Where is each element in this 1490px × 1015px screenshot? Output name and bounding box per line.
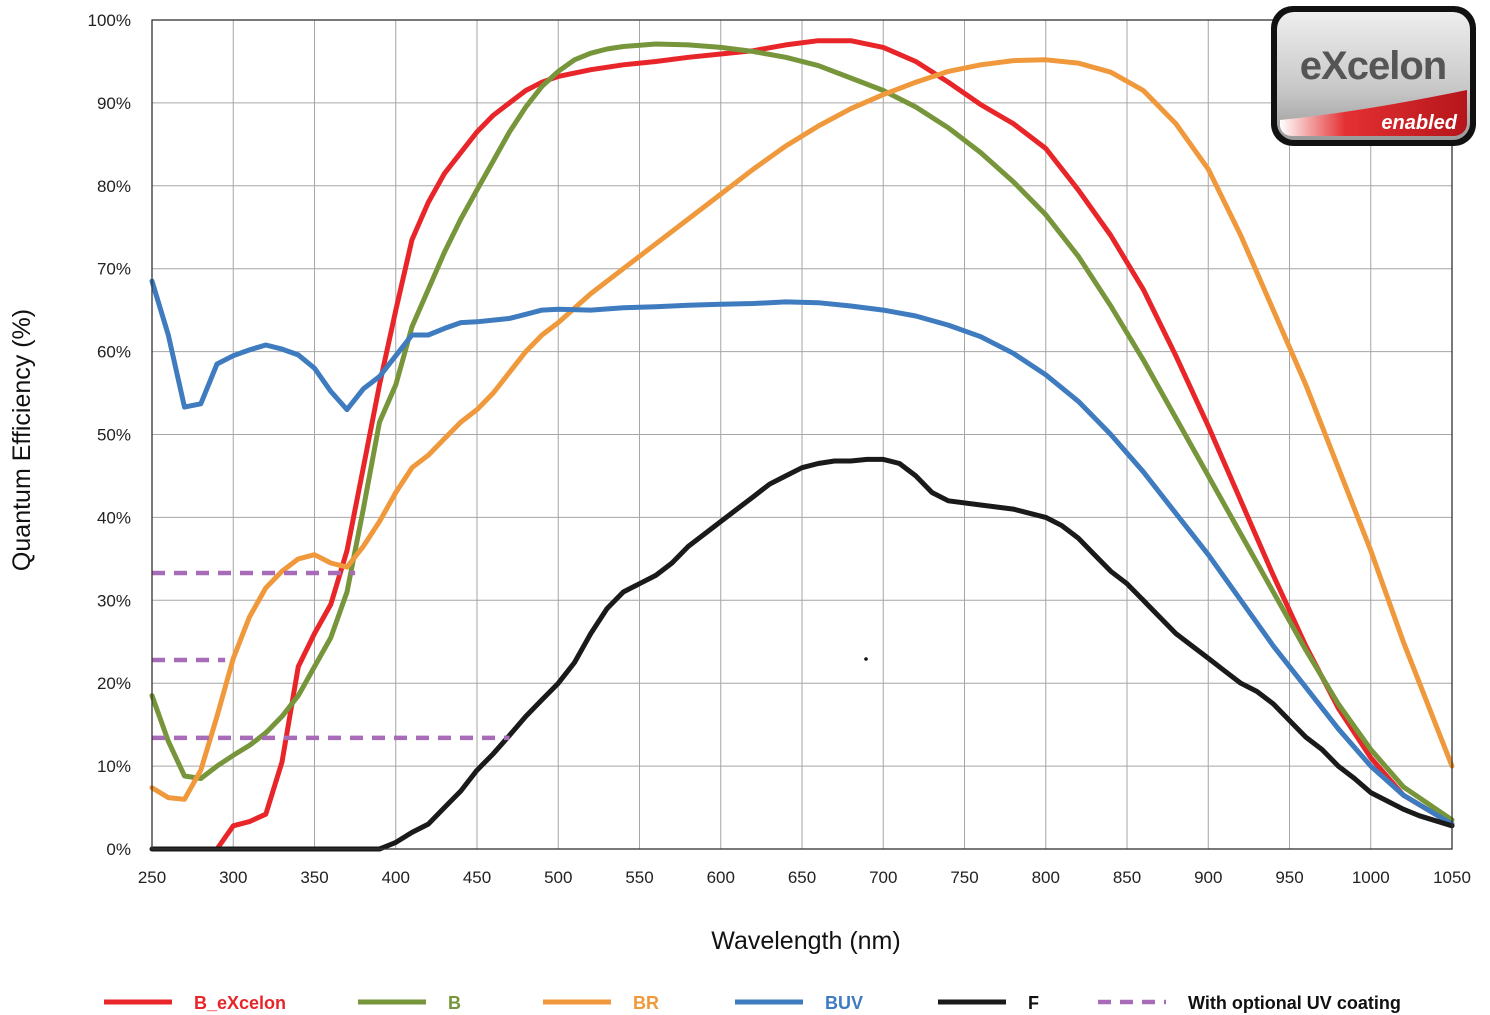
- x-tick-label: 250: [138, 868, 166, 887]
- x-tick-label: 700: [869, 868, 897, 887]
- y-tick-label: 60%: [97, 343, 131, 362]
- plot-frame: [151, 19, 1453, 850]
- x-tick-label: 750: [950, 868, 978, 887]
- legend-item: BR: [543, 993, 659, 1013]
- x-tick-label: 650: [788, 868, 816, 887]
- x-tick-label: 550: [625, 868, 653, 887]
- y-tick-label: 90%: [97, 94, 131, 113]
- x-tick-label: 850: [1113, 868, 1141, 887]
- grid: [151, 19, 1453, 850]
- legend-label: BR: [633, 993, 659, 1013]
- y-axis-title: Quantum Efficiency (%): [8, 309, 36, 571]
- series-f-line: [149, 456, 1455, 852]
- legend: B_eXcelon B BR BUV F With optional UV coating: [104, 993, 1401, 1013]
- legend-label: B_eXcelon: [194, 993, 286, 1013]
- series-br-line: [149, 57, 1455, 802]
- logo-tagline: enabled: [1381, 112, 1457, 134]
- x-tick-label: 500: [544, 868, 572, 887]
- y-tick-label: 10%: [97, 757, 131, 776]
- x-tick-label: 600: [707, 868, 735, 887]
- x-tick-label: 300: [219, 868, 247, 887]
- x-tick-label: 800: [1032, 868, 1060, 887]
- y-tick-label: 30%: [97, 591, 131, 610]
- logo-wordmark: eXcelon: [1300, 44, 1446, 88]
- legend-item: With optional UV coating: [1098, 993, 1401, 1013]
- legend-label: With optional UV coating: [1188, 993, 1401, 1013]
- series-b-line: [149, 41, 1455, 823]
- x-tick-label: 350: [300, 868, 328, 887]
- legend-item: F: [938, 993, 1039, 1013]
- excelon-logo: eXcelon enabled: [1271, 6, 1476, 146]
- x-tick-label: 450: [463, 868, 491, 887]
- legend-item: B_eXcelon: [104, 993, 286, 1013]
- legend-item: B: [358, 993, 461, 1013]
- legend-label: BUV: [825, 993, 863, 1013]
- y-tick-label: 70%: [97, 260, 131, 279]
- y-tick-labels: 0% 10% 20% 30% 40% 50% 60% 70% 80% 90% 100%: [88, 11, 131, 859]
- y-tick-label: 80%: [97, 177, 131, 196]
- x-tick-label: 900: [1194, 868, 1222, 887]
- y-tick-label: 50%: [97, 426, 131, 445]
- x-axis-title: Wavelength (nm): [711, 927, 900, 955]
- legend-label: F: [1028, 993, 1039, 1013]
- series-buv-line: [149, 278, 1455, 827]
- x-tick-label: 950: [1275, 868, 1303, 887]
- x-tick-labels: 250 300 350 400 450 500 550 600 650 700 750 800 850 9…: [138, 868, 1471, 887]
- series-b-excelon-line: [214, 38, 1455, 852]
- y-tick-label: 40%: [97, 508, 131, 527]
- x-tick-label: 400: [382, 868, 410, 887]
- legend-label: B: [448, 993, 461, 1013]
- x-tick-label: 1050: [1433, 868, 1471, 887]
- y-tick-label: 20%: [97, 674, 131, 693]
- series-layer: [149, 38, 1455, 852]
- y-tick-label: 100%: [88, 11, 131, 30]
- legend-item: BUV: [735, 993, 863, 1013]
- y-tick-label: 0%: [106, 840, 131, 859]
- stray-dot: [864, 657, 868, 661]
- x-tick-label: 1000: [1352, 868, 1390, 887]
